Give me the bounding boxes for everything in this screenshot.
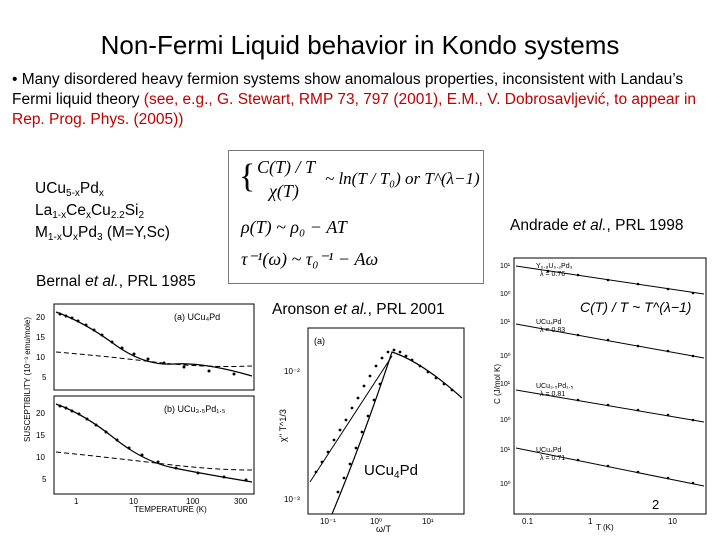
curve-4-lambda: λ = 0.71	[540, 455, 565, 462]
panel-a-label: (a) UCu₄Pd	[174, 312, 220, 322]
curve-a-solid	[55, 311, 253, 377]
scaling-ylabel: χ'' T^1/3	[278, 409, 288, 442]
scaling-data-points	[314, 348, 454, 494]
xtick-100: 100	[186, 497, 200, 506]
equation-specific-heat: C(T) / T	[257, 157, 316, 177]
ytick-4: 10⁰	[500, 352, 511, 360]
specific-heat-plot: C (J/mol K) T (K) 0.1 1 10 10¹ 10⁰ 10¹ 1…	[493, 257, 707, 532]
curve-2-name: UCu₄Pd	[536, 319, 562, 326]
equation-scattering-rate: τ⁻¹(ω) ~ τ₀⁻¹ − Aω	[241, 249, 379, 269]
panel-a-mark: (a)	[314, 336, 325, 346]
panel-b-label: (b) UCu₃.₅Pd₁.₅	[164, 404, 226, 414]
curve-1-lambda: λ = 0.76	[540, 271, 565, 278]
ytick-bottom-20: 20	[36, 409, 45, 418]
scaling-xlabel: ω/T	[376, 524, 392, 534]
reference-andrade: Andrade et al., PRL 1998	[510, 217, 684, 234]
ytick-7: 10¹	[500, 447, 511, 454]
xtick-0.1: 0.1	[522, 517, 534, 526]
compound-label-ucu4pd: UCu4Pd	[364, 462, 418, 481]
xtick-1e1: 10¹	[422, 517, 434, 526]
curve-4-name: UCu₄Pd	[536, 447, 562, 454]
data-points-b	[58, 404, 248, 482]
xtick-10: 10	[668, 517, 677, 526]
curve-1-name: Y₀.₈U₀.₂Pd₃	[536, 263, 573, 270]
bullet-main: • Many disordered heavy fermion systems …	[12, 71, 684, 108]
ytick-2: 10⁰	[500, 290, 511, 298]
ytick-3: 10¹	[500, 319, 511, 326]
ytick-top-15: 15	[36, 333, 45, 342]
ytick-1e-2: 10⁻²	[284, 367, 300, 376]
ytick-bottom-5: 5	[42, 475, 47, 484]
specific-heat-data-points	[546, 269, 695, 485]
page-number: 2	[652, 497, 660, 512]
curve-2-fit	[515, 323, 705, 359]
curve-b-dashed	[55, 451, 253, 471]
scaling-plot-frame	[307, 327, 465, 515]
susceptibility-plot: SUSCEPTIBILITY (10⁻³ emu/mole) TEMPERATU…	[23, 303, 255, 514]
xtick-1: 1	[74, 497, 79, 506]
temperature-xlabel: TEMPERATURE (K)	[134, 505, 207, 514]
equations-box: { C(T) / T χ(T) ~ ln(T / T₀) or T^(λ−1) …	[228, 150, 484, 284]
curve-4-fit	[515, 447, 705, 487]
left-brace: {	[239, 158, 256, 195]
ytick-8: 10⁰	[500, 480, 511, 488]
susceptibility-top-frame	[53, 303, 255, 391]
curve-1-fit	[515, 265, 705, 295]
curve-b-solid	[55, 403, 253, 483]
scaling-asymptote	[309, 355, 393, 483]
equation-nfl-form: ~ ln(T / T₀) or T^(λ−1)	[325, 169, 480, 188]
reference-aronson: Aronson et al., PRL 2001	[272, 301, 445, 318]
xtick-10: 10	[129, 497, 138, 506]
system-line-1: UCu5-xPdx	[35, 180, 104, 199]
susceptibility-ylabel: SUSCEPTIBILITY (10⁻³ emu/mole)	[23, 317, 32, 442]
scaling-fit-curve	[331, 351, 463, 515]
ytick-top-10: 10	[36, 353, 45, 362]
curve-3-lambda: λ = 0.81	[540, 391, 565, 398]
ytick-5: 10¹	[500, 381, 511, 388]
slide-title: Non-Fermi Liquid behavior in Kondo syste…	[100, 30, 620, 60]
susceptibility-bottom-frame	[53, 395, 255, 495]
xtick-300: 300	[234, 497, 248, 506]
ytick-6: 10⁰	[500, 416, 511, 424]
ytick-bottom-10: 10	[36, 453, 45, 462]
specific-heat-xlabel: T (K)	[596, 523, 614, 532]
ytick-1e-3: 10⁻³	[284, 495, 300, 504]
bullet-text: • Many disordered heavy fermion systems …	[12, 70, 712, 130]
xtick-1e-1: 10⁻¹	[320, 517, 336, 526]
scaling-plot: χ'' T^1/3 ω/T (a) 10⁻² 10⁻³ 10⁻¹ 10⁰ 10¹	[278, 327, 465, 534]
specific-heat-ylabel: C (J/mol K)	[493, 364, 502, 404]
equation-susceptibility: χ(T)	[269, 181, 299, 201]
ytick-top-5: 5	[42, 373, 47, 382]
curve-a-dashed	[55, 351, 253, 367]
equation-resistivity: ρ(T) ~ ρ₀ − AT	[241, 217, 347, 237]
curve-3-fit	[515, 389, 705, 423]
curve-3-name: UCu₃.₅Pd₁.₅	[536, 383, 573, 390]
xtick-1: 1	[588, 517, 593, 526]
specific-heat-formula: C(T) / T ~ T^(λ−1)	[580, 299, 691, 315]
xtick-1e0: 10⁰	[370, 517, 382, 526]
data-points-a	[58, 312, 236, 376]
bullet-references: (see, e.g., G. Stewart, RMP 73, 797 (200…	[12, 91, 697, 128]
ytick-top-20: 20	[36, 313, 45, 322]
reference-bernal: Bernal et al., PRL 1985	[36, 273, 196, 290]
specific-heat-frame	[513, 257, 707, 515]
ytick-1: 10¹	[500, 263, 511, 270]
ytick-bottom-15: 15	[36, 431, 45, 440]
system-line-3: M1-xUxPd3 (M=Y,Sc)	[35, 224, 170, 243]
system-line-2: La1-xCexCu2.2Si2	[35, 202, 145, 221]
